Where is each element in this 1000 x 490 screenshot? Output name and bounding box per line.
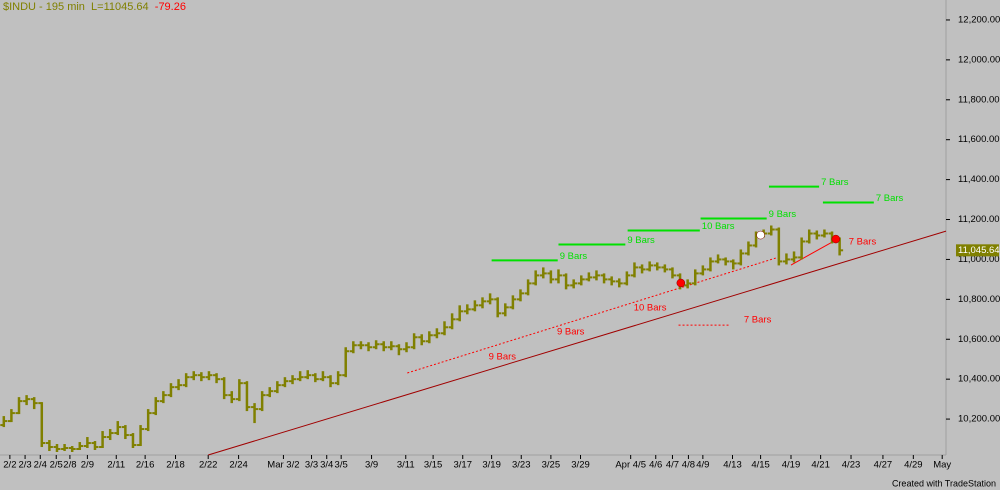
x-tick-label: 3/3 bbox=[305, 460, 318, 471]
x-tick-label: 2/24 bbox=[229, 460, 248, 471]
x-tick-label: 3/17 bbox=[453, 460, 472, 471]
signal-label: 7 Bars bbox=[876, 193, 904, 204]
x-tick-label: 2/5 bbox=[50, 460, 63, 471]
x-tick-label: May bbox=[933, 460, 951, 471]
y-tick-label: 10,800.00 bbox=[958, 294, 1000, 305]
x-tick-label: Apr 4/5 bbox=[615, 460, 646, 471]
x-tick-label: Mar 3/2 bbox=[267, 460, 299, 471]
x-tick-label: 3/5 bbox=[335, 460, 348, 471]
signal-marker bbox=[676, 278, 686, 288]
x-tick-label: 4/8 bbox=[682, 460, 695, 471]
x-tick-label: 4/23 bbox=[842, 460, 861, 471]
signal-label: 9 Bars bbox=[769, 209, 797, 220]
x-tick-label: 4/29 bbox=[904, 460, 923, 471]
signal-label: 9 Bars bbox=[489, 352, 517, 363]
x-tick-label: 4/19 bbox=[782, 460, 801, 471]
x-tick-label: 4/27 bbox=[874, 460, 893, 471]
footer: Created with TradeStation bbox=[892, 478, 996, 488]
y-tick-label: 12,000.00 bbox=[958, 54, 1000, 65]
signal-label: 7 Bars bbox=[849, 237, 877, 248]
x-tick-label: 3/9 bbox=[365, 460, 378, 471]
y-tick-label: 11,400.00 bbox=[958, 174, 1000, 185]
signal-marker bbox=[831, 234, 841, 244]
y-tick-label: 12,200.00 bbox=[958, 14, 1000, 25]
x-tick-label: 4/13 bbox=[723, 460, 742, 471]
last-price-box bbox=[956, 244, 999, 257]
trend-line bbox=[407, 257, 776, 374]
last-price: L=11045.64 bbox=[91, 1, 149, 13]
trend-line bbox=[790, 239, 837, 266]
x-tick-label: 3/29 bbox=[571, 460, 590, 471]
x-tick-label: 3/19 bbox=[482, 460, 501, 471]
x-tick-label: 3/25 bbox=[542, 460, 561, 471]
x-tick-label: 2/11 bbox=[107, 460, 125, 471]
x-tick-label: 2/4 bbox=[34, 460, 47, 471]
change: -79.26 bbox=[154, 1, 186, 13]
signal-label: 9 Bars bbox=[557, 327, 585, 338]
symbol: $INDU - 195 min bbox=[3, 1, 85, 13]
signal-label: 9 Bars bbox=[627, 235, 655, 246]
signal-marker bbox=[756, 230, 765, 240]
signal-label: 7 Bars bbox=[744, 314, 772, 325]
x-tick-label: 4/21 bbox=[811, 460, 830, 471]
x-tick-label: 2/18 bbox=[166, 460, 185, 471]
trend-line bbox=[208, 230, 947, 456]
y-tick-label: 11,200.00 bbox=[958, 214, 1000, 225]
y-tick-label: 10,600.00 bbox=[958, 334, 1000, 345]
signal-label: 7 Bars bbox=[821, 177, 849, 188]
x-tick-label: 2/8 bbox=[63, 460, 76, 471]
x-tick-label: 3/15 bbox=[424, 460, 443, 471]
x-tick-label: 4/6 bbox=[649, 460, 662, 471]
x-tick-label: 2/3 bbox=[18, 460, 31, 471]
x-tick-label: 3/23 bbox=[512, 460, 531, 471]
signal-label: 10 Bars bbox=[634, 302, 667, 313]
header: $INDU - 195 min L=11045.64 -79.26 bbox=[3, 1, 186, 13]
y-tick-label: 11,000.00 bbox=[958, 254, 1000, 265]
x-tick-label: 4/15 bbox=[751, 460, 770, 471]
x-tick-label: 4/7 bbox=[666, 460, 679, 471]
y-tick-label: 11,800.00 bbox=[958, 94, 1000, 105]
last-price-label: 11,045.64 bbox=[958, 245, 1000, 256]
signal-label: 9 Bars bbox=[560, 251, 588, 262]
x-tick-label: 2/22 bbox=[199, 460, 218, 471]
x-tick-label: 3/4 bbox=[320, 460, 333, 471]
x-tick-label: 2/16 bbox=[136, 460, 155, 471]
x-tick-label: 4/9 bbox=[696, 460, 709, 471]
x-tick-label: 2/9 bbox=[81, 460, 94, 471]
signal-label: 10 Bars bbox=[702, 221, 735, 232]
x-tick-label: 3/11 bbox=[397, 460, 415, 471]
x-tick-label: 2/2 bbox=[3, 460, 16, 471]
y-tick-label: 10,200.00 bbox=[958, 414, 1000, 425]
y-tick-label: 11,600.00 bbox=[958, 134, 1000, 145]
y-tick-label: 10,400.00 bbox=[958, 374, 1000, 385]
